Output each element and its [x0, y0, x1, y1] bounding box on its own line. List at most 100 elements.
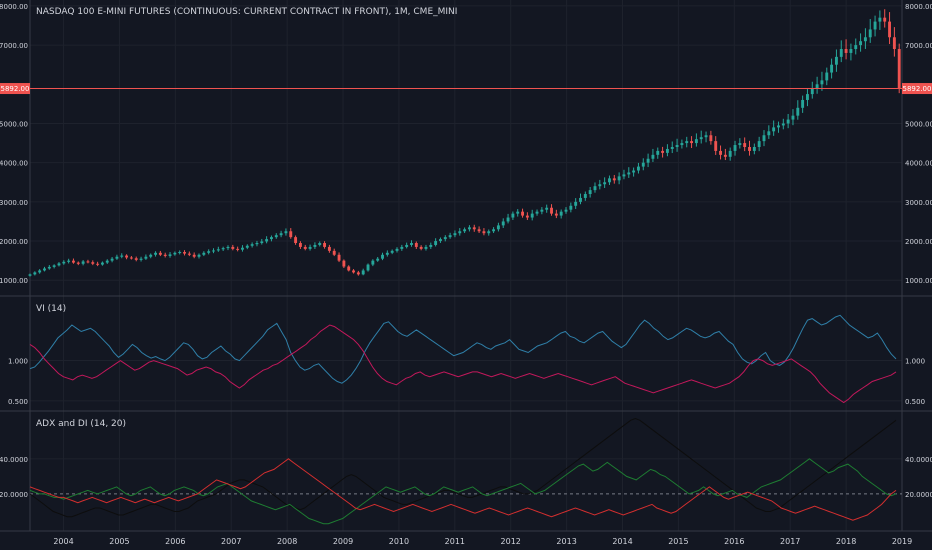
symbol-title[interactable]: NASDAQ 100 E-MINI FUTURES (CONTINUOUS: C…	[36, 7, 457, 17]
price-tick-label: 8000.00	[905, 3, 932, 11]
candle-body	[183, 252, 186, 254]
candle-body	[738, 143, 742, 146]
candle-body	[781, 123, 785, 126]
adx-pane[interactable]: ADX and DI (14, 20) 40.0000 40.0000 20.000…	[0, 417, 932, 525]
candle-body	[448, 235, 452, 238]
candle-body	[202, 252, 206, 255]
adx-indicator-title[interactable]: ADX and DI (14, 20)	[36, 419, 126, 429]
candle-body	[381, 254, 384, 259]
candle-body	[294, 237, 298, 244]
candle-body	[878, 17, 882, 22]
candle-body	[545, 207, 549, 210]
vi-tick-label: 0.500	[905, 398, 925, 406]
candle-body	[231, 246, 235, 249]
candle-body	[303, 246, 307, 249]
adx-axis[interactable]: 40.0000 40.0000 20.0000 20.0000	[0, 456, 932, 499]
candle-body	[390, 250, 394, 253]
vi-indicator-title[interactable]: VI (14)	[36, 304, 66, 314]
candle-body	[897, 49, 901, 89]
candle-body	[279, 233, 283, 236]
candle-body	[110, 258, 114, 261]
last-price-text-right: 5892.00	[903, 85, 932, 93]
candle-body	[260, 241, 264, 244]
candle-body	[535, 211, 539, 214]
vi-plus-line	[29, 314, 897, 384]
price-pane[interactable]: 1000.00 2000.00 3000.00 4000.00 5000.00 7000.…	[0, 3, 932, 285]
time-axis[interactable]: 2004 2005 2006 2007 2008 2009 2010 2011 2012 2013…	[53, 537, 912, 546]
candle-body	[269, 237, 273, 240]
candle-body	[163, 254, 167, 256]
candle-body	[603, 182, 607, 185]
candle-body	[714, 141, 718, 151]
candle-body	[178, 252, 182, 254]
price-tick-label: 5000.00	[0, 120, 28, 128]
vi-pane[interactable]: VI (14) 1.000 1.000 0.500 0.500	[8, 304, 925, 406]
price-axis-left[interactable]: 1000.00 2000.00 3000.00 4000.00 5000.00 7000.…	[0, 3, 28, 285]
candle-body	[830, 64, 834, 73]
time-axis-label: 2014	[612, 537, 632, 546]
candle-body	[516, 211, 520, 214]
candle-body	[236, 248, 240, 250]
candle-body	[72, 260, 75, 263]
candle-body	[395, 248, 399, 251]
candle-body	[323, 243, 327, 247]
candle-body	[371, 260, 375, 265]
candle-body	[834, 56, 838, 65]
candle-body	[883, 17, 887, 22]
candle-body	[352, 270, 355, 273]
candle-body	[569, 205, 573, 210]
candle-body	[772, 127, 776, 132]
candle-body	[501, 221, 505, 226]
candle-body	[284, 231, 288, 234]
candle-body	[158, 252, 162, 255]
candle-body	[458, 231, 462, 234]
candle-body	[467, 227, 471, 230]
last-price-label-right	[902, 83, 932, 95]
time-axis-label: 2016	[724, 537, 744, 546]
adx-tick-label: 40.0000	[905, 456, 932, 464]
candle-body	[825, 72, 829, 81]
candle-body	[719, 150, 722, 155]
candle-body	[748, 147, 751, 151]
candle-body	[873, 21, 877, 30]
candle-body	[265, 239, 269, 242]
candle-body	[129, 257, 133, 259]
vi-tick-label: 1.000	[905, 358, 925, 366]
candle-body	[854, 45, 858, 50]
candle-body	[125, 255, 129, 258]
adx-tick-label: 40.0000	[0, 456, 28, 464]
candle-body	[47, 266, 51, 269]
candle-body	[289, 231, 293, 238]
candle-body	[767, 131, 771, 136]
candle-body	[38, 270, 42, 273]
candle-body	[593, 186, 597, 191]
candle-body	[472, 227, 476, 230]
candle-body	[429, 244, 433, 247]
price-tick-label: 5000.00	[905, 120, 932, 128]
time-axis-label: 2012	[501, 537, 521, 546]
candle-body	[105, 260, 109, 263]
candle-body	[583, 194, 587, 198]
candle-body	[661, 150, 665, 153]
candle-body	[463, 229, 467, 232]
candle-body	[337, 254, 341, 261]
price-tick-label: 4000.00	[905, 160, 932, 168]
adx-tick-label: 20.0000	[905, 491, 932, 499]
adx-line	[29, 417, 897, 518]
candle-body	[694, 139, 698, 144]
candle-body	[521, 211, 524, 216]
candle-body	[762, 135, 766, 142]
candle-body	[221, 248, 225, 250]
candle-body	[207, 251, 211, 253]
price-axis-right[interactable]: 1000.00 2000.00 3000.00 4000.00 5000.00 7000.…	[905, 3, 932, 285]
candle-body	[173, 252, 177, 255]
candle-body	[690, 141, 694, 144]
candle-body	[144, 256, 148, 259]
price-tick-label: 7000.00	[0, 42, 28, 50]
candle-body	[487, 231, 491, 234]
candle-body	[728, 150, 732, 157]
candle-body	[723, 154, 727, 157]
vi-axis[interactable]: 1.000 1.000 0.500 0.500	[8, 358, 925, 406]
time-axis-label: 2006	[165, 537, 185, 546]
